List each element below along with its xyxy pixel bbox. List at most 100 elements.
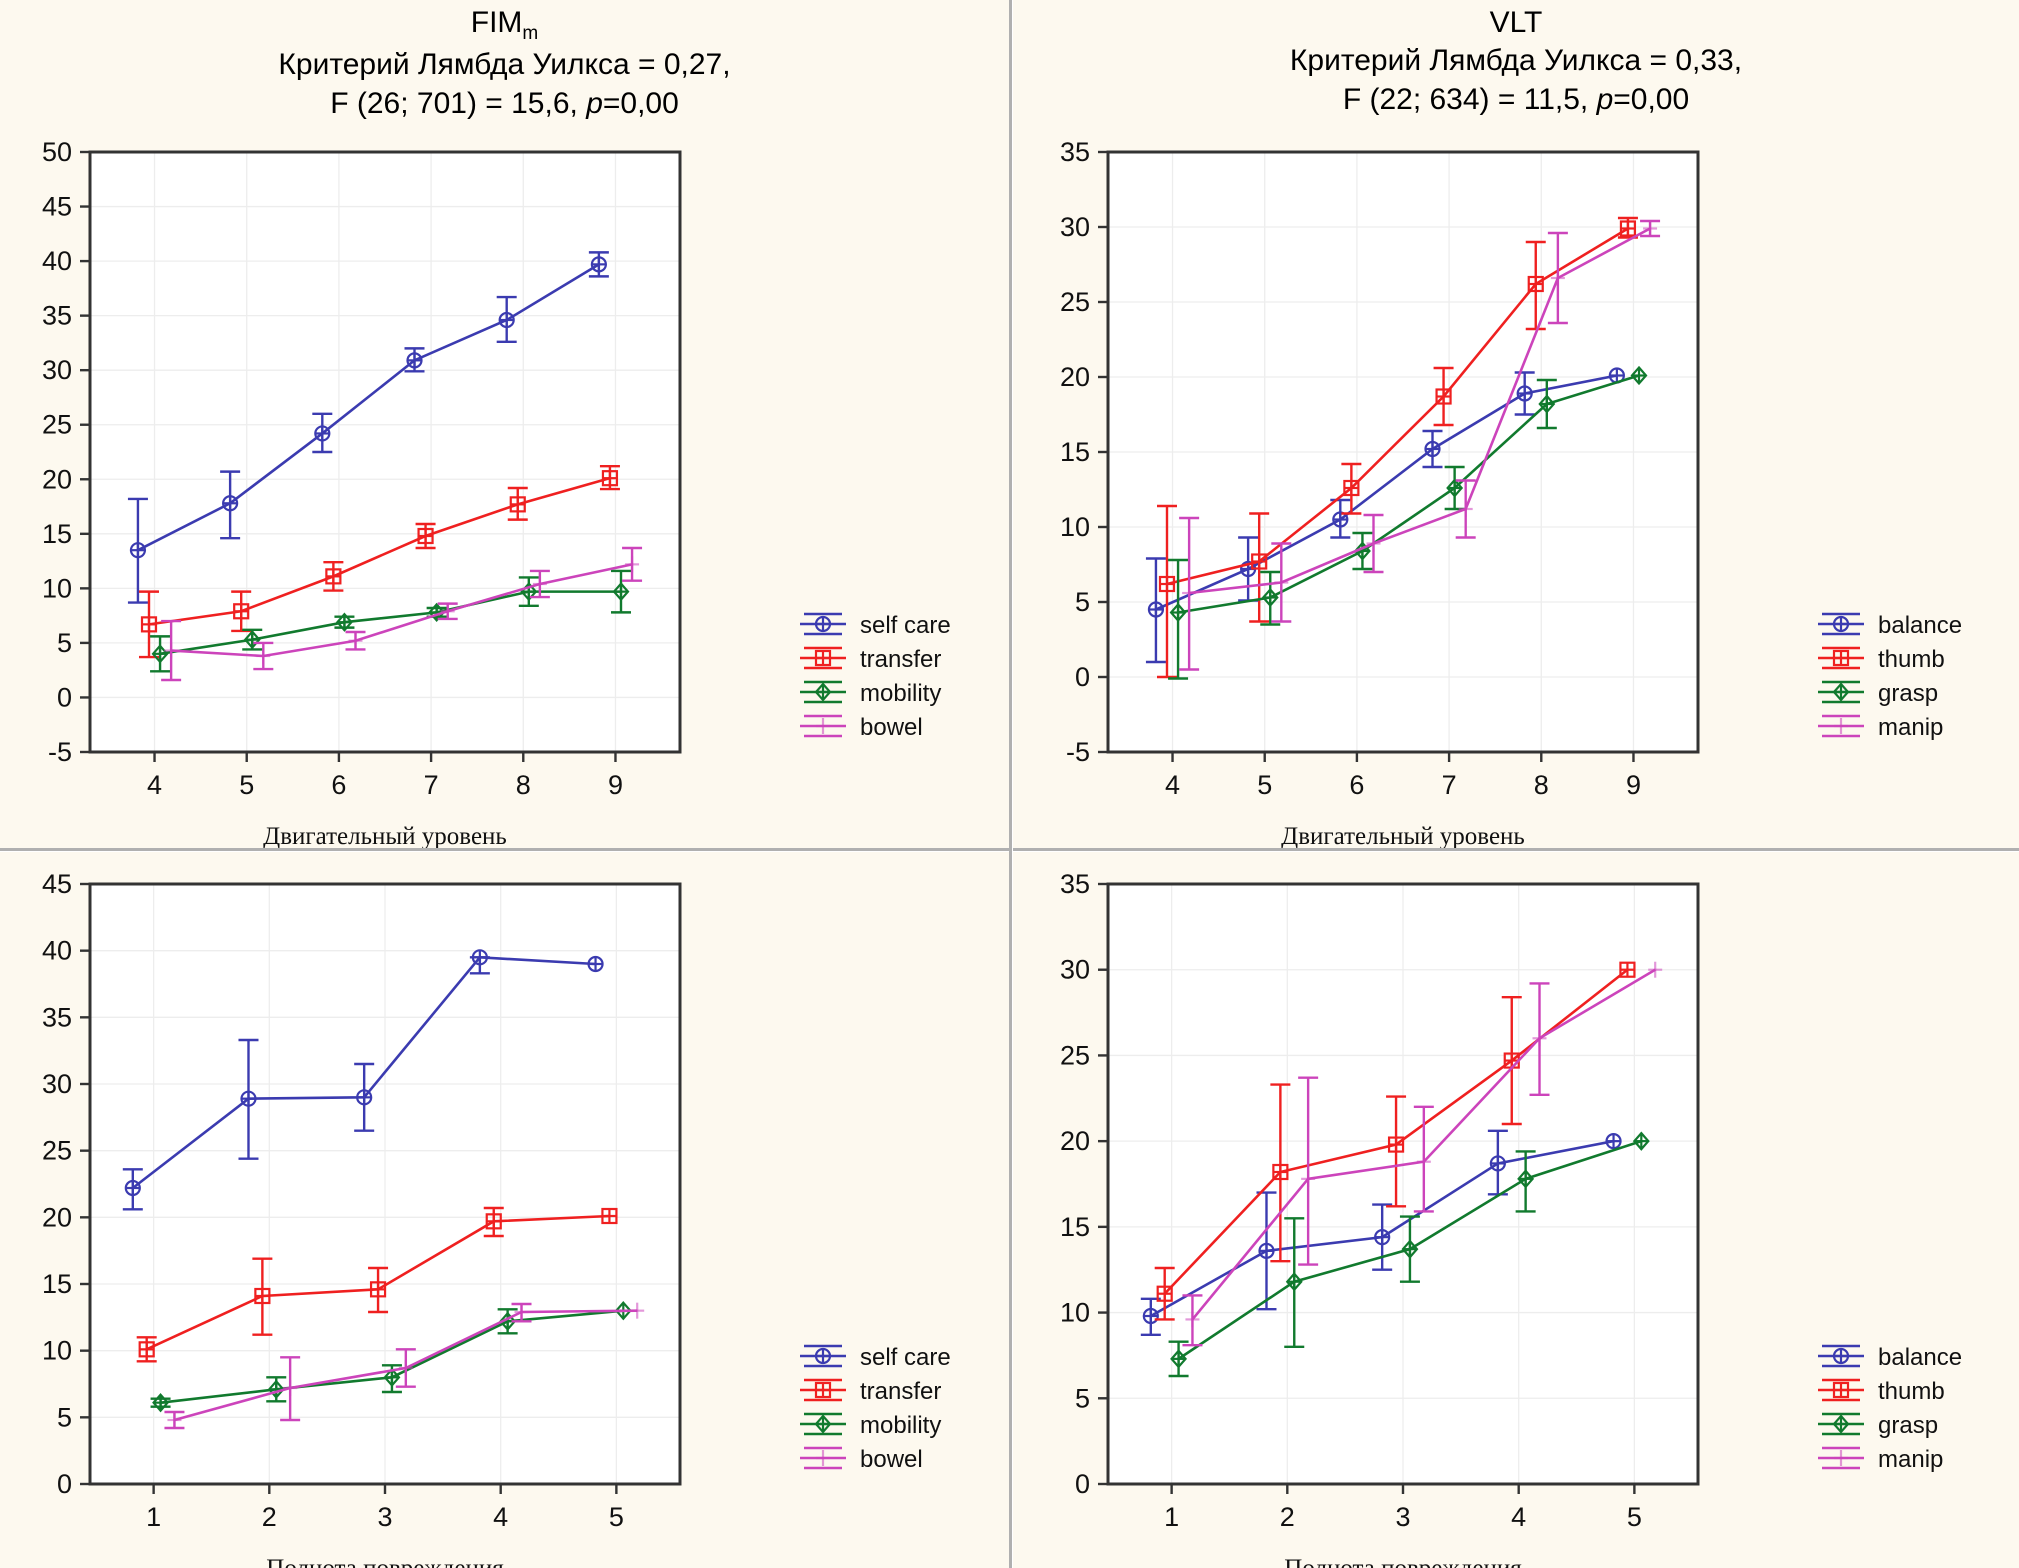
marker-square [1343,479,1360,497]
marker-circle [587,955,604,973]
x-tick-label: 1 [1164,1502,1179,1532]
x-tick-label: 6 [331,770,346,800]
marker-circle [314,425,331,442]
legend-label[interactable]: self care [860,612,951,639]
marker-diamond [1832,682,1850,702]
marker-diamond [1169,602,1187,623]
marker-plus [625,556,640,573]
x-tick-label: 7 [1442,770,1457,800]
panel-fim-motor: FIMm Критерий Лямбда Уилкса = 0,27, F (2… [0,0,1009,848]
x-tick-label: 4 [1511,1502,1526,1532]
legend-label[interactable]: manip [1878,714,1943,741]
panel-divider-horizontal-left [0,848,1009,851]
marker-square [509,496,526,513]
marker-circle [1258,1242,1275,1259]
series-thumb [1157,216,1638,679]
y-tick-label: 0 [1075,662,1090,692]
legend: balance thumb grasp manip [1818,1344,1962,1473]
marker-plus [167,1412,182,1428]
series-line [1155,374,1618,611]
legend-label[interactable]: grasp [1878,680,1938,707]
marker-plus [532,576,547,592]
marker-circle [124,1179,141,1197]
marker-plus [440,603,455,620]
y-tick-label: 35 [42,301,72,331]
marker-diamond [1517,1169,1535,1189]
title-vlt-line2: Критерий Лямбда Уилкса = 0,33, [1289,44,1743,78]
x-axis-label: Полнота повреждения [1284,1555,1522,1568]
marker-plus [1416,1153,1431,1170]
marker-square [325,568,342,585]
x-tick-label: 5 [1627,1502,1642,1532]
series-thumb [1154,961,1636,1321]
legend-label[interactable]: transfer [860,646,941,673]
plot-background [90,152,680,752]
legend-label[interactable]: manip [1878,1446,1943,1473]
y-tick-label: 0 [57,682,72,712]
series-line [137,263,600,552]
marker-plus [1185,1311,1200,1328]
y-tick-label: 45 [42,192,72,222]
series-line [159,590,621,656]
marker-circle [1147,601,1165,618]
marker-plus [1834,718,1848,734]
marker-square [601,1207,618,1225]
y-tick-label: 30 [1060,955,1090,985]
chart-svg-fim-completeness: 05101520253035404512345Полнота поврежден… [42,869,951,1568]
marker-square [369,1281,387,1298]
legend-label[interactable]: thumb [1878,1378,1945,1405]
marker-square [1619,220,1637,237]
marker-plus [1301,1170,1316,1187]
marker-diamond [1170,1349,1188,1369]
marker-plus [1458,501,1473,517]
legend-label[interactable]: transfer [860,1378,941,1405]
marker-diamond [1261,587,1279,608]
legend-label[interactable]: bowel [860,1446,923,1473]
marker-diamond [383,1367,401,1388]
legend-label[interactable]: grasp [1878,1412,1938,1439]
legend-label[interactable]: mobility [860,1412,941,1439]
x-tick-label: 4 [1165,770,1180,800]
x-tick-label: 4 [147,770,162,800]
marker-square [417,527,434,545]
marker-square [138,1341,155,1358]
marker-plus [816,718,830,734]
series-self-care [127,251,609,604]
y-tick-label: 45 [42,869,72,899]
y-tick-label: 10 [1060,512,1090,542]
marker-circle [356,1089,373,1106]
marker-plus [256,648,271,664]
marker-circle [1832,615,1850,633]
marker-square [233,603,250,620]
legend-label[interactable]: balance [1878,612,1962,639]
legend-label[interactable]: thumb [1878,646,1945,673]
y-tick-label: 20 [42,464,72,494]
panel-divider-vertical [1009,0,1012,1568]
legend-label[interactable]: mobility [860,680,941,707]
title-fim: FIMm Критерий Лямбда Уилкса = 0,27, F (2… [0,4,1009,123]
marker-diamond [1632,1131,1650,1151]
marker-diamond [1832,1414,1850,1434]
marker-square [1156,1285,1173,1302]
marker-plus [1274,574,1289,591]
x-axis-label: Полнота повреждения [266,1555,504,1568]
legend-label[interactable]: bowel [860,714,923,741]
x-tick-label: 5 [239,770,254,800]
marker-square [1527,275,1544,293]
title-vlt: VLT Критерий Лямбда Уилкса = 0,33, F (22… [1013,4,2019,119]
marker-diamond [1401,1239,1419,1259]
y-tick-label: 15 [42,519,72,549]
marker-plus [1643,220,1658,237]
legend-label[interactable]: self care [860,1344,951,1371]
marker-circle [129,542,147,559]
x-tick-label: 2 [262,1502,277,1532]
legend: self care transfer mobility bowel [800,1344,951,1473]
marker-circle [498,311,515,329]
marker-diamond [1630,365,1648,386]
y-tick-label: 15 [1060,437,1090,467]
marker-circle [240,1090,257,1107]
y-tick-label: 25 [42,410,72,440]
legend-label[interactable]: balance [1878,1344,1962,1371]
marker-square [814,649,832,667]
